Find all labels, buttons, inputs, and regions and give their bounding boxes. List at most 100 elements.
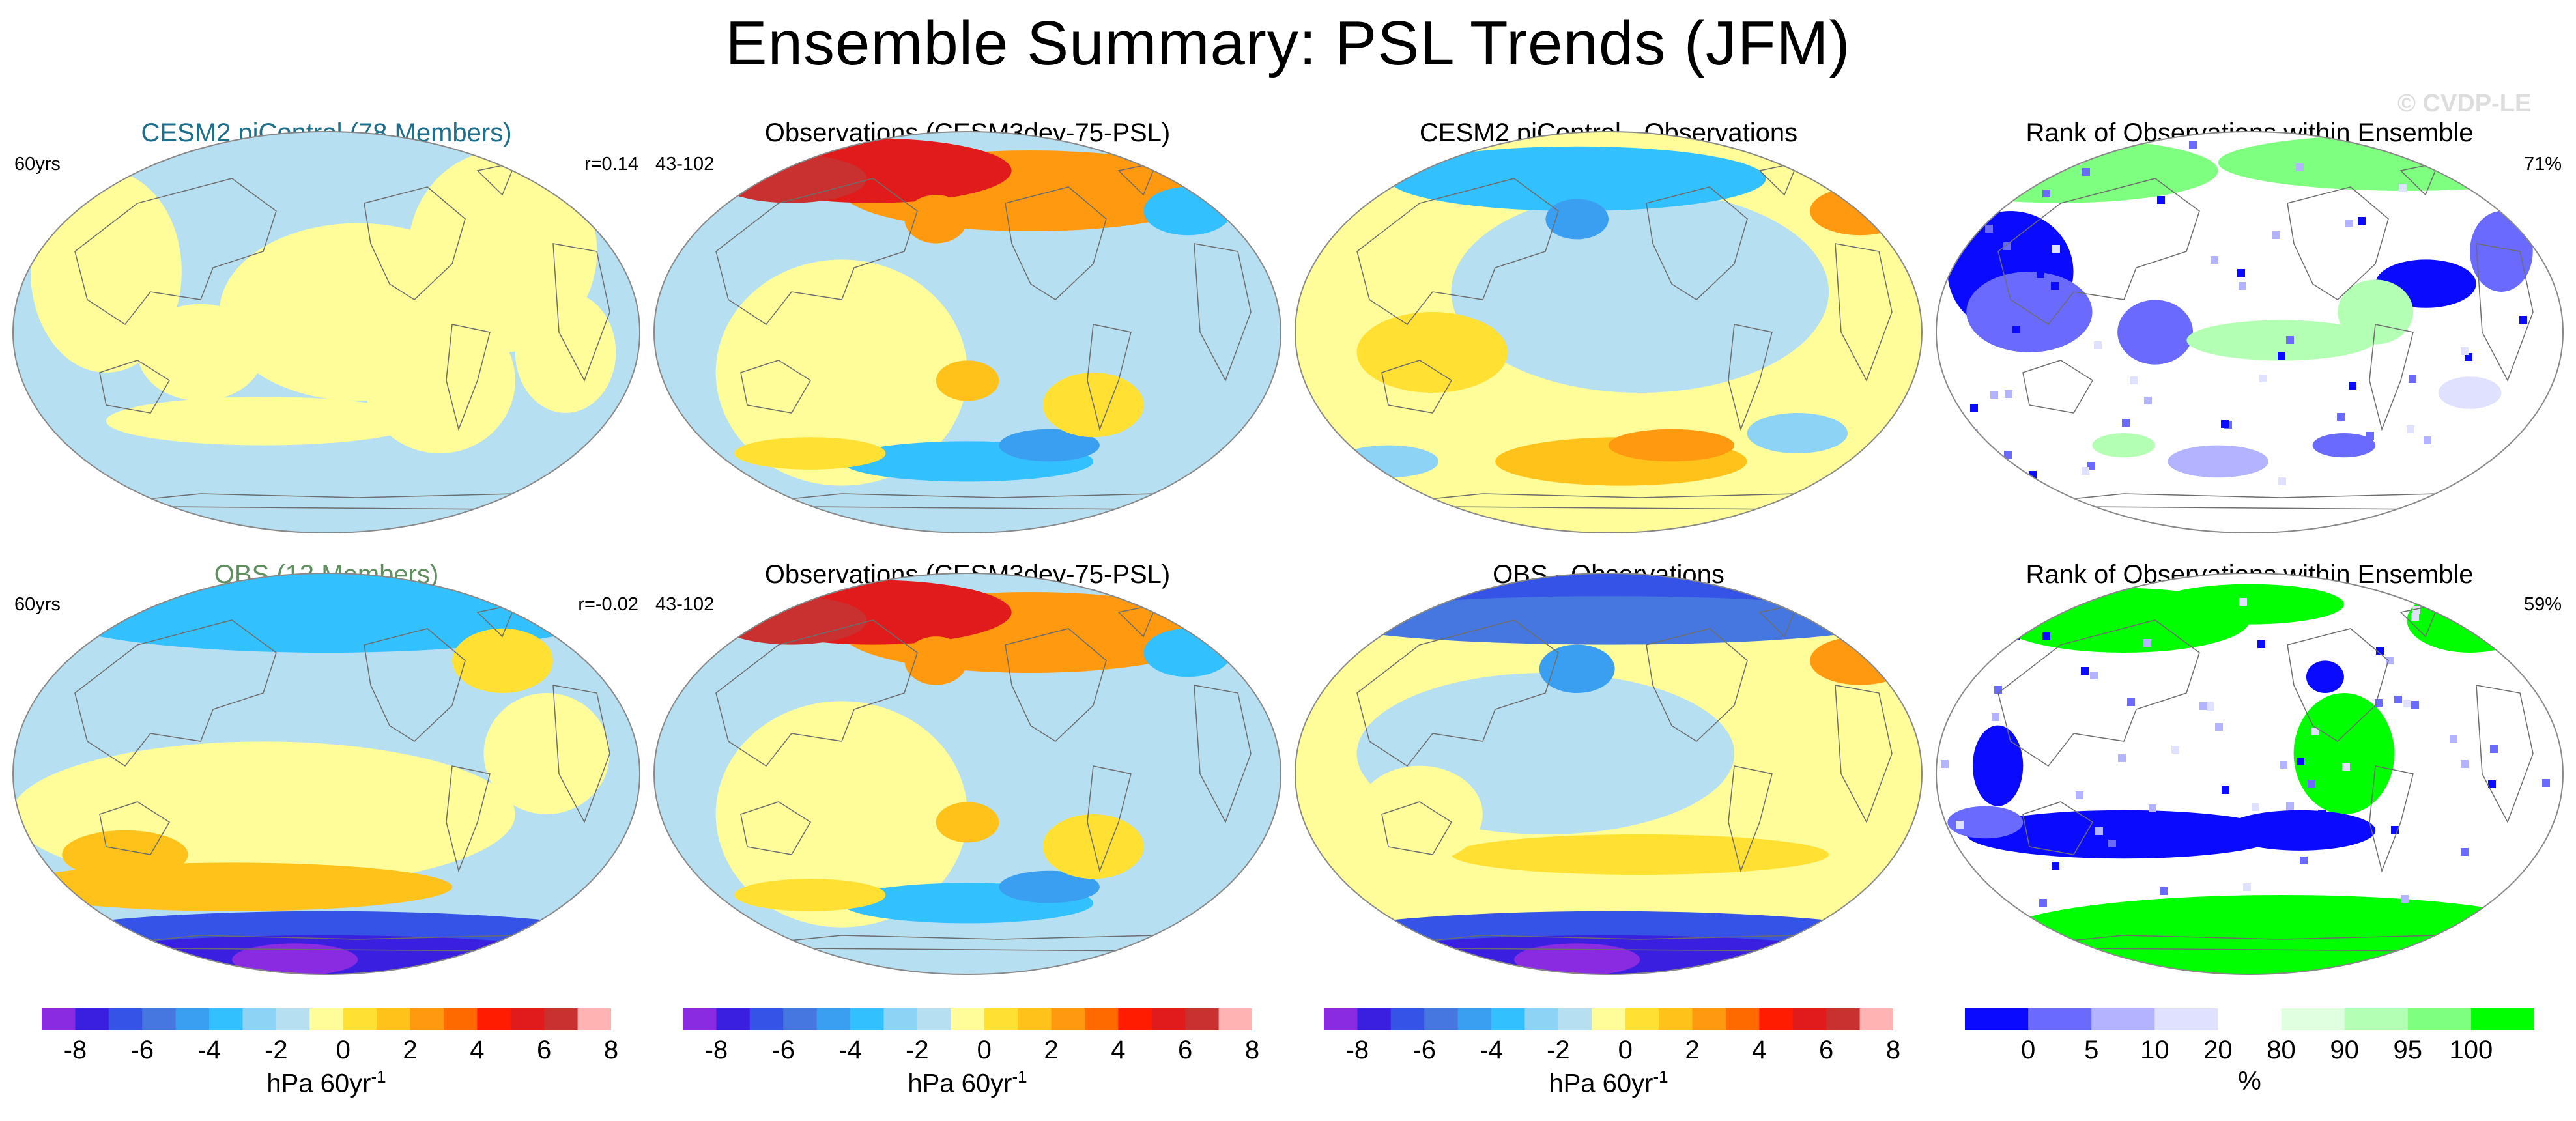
rank-cell xyxy=(2243,883,2251,891)
colorbar-swatch xyxy=(510,1008,545,1030)
rank-region xyxy=(2470,211,2533,292)
colorbar-unit-label: hPa 60yr-1 xyxy=(683,1067,1252,1098)
rank-cell xyxy=(2221,420,2229,428)
trend-contour xyxy=(1451,834,1829,875)
rank-cell xyxy=(2118,754,2126,762)
rank-cell xyxy=(2108,840,2116,847)
trend-contour xyxy=(106,397,421,446)
rank-cell xyxy=(2144,397,2152,404)
colorbar-swatch xyxy=(377,1008,411,1030)
colorbar-tick-label: -2 xyxy=(1547,1036,1570,1064)
rank-cell xyxy=(2127,698,2135,706)
rank-cell xyxy=(2399,184,2407,192)
rank-cell xyxy=(2199,702,2207,710)
colorbar-swatch xyxy=(1759,1008,1794,1030)
coastline xyxy=(476,162,517,196)
panel-left-annotation: 60yrs xyxy=(14,154,61,175)
map-outline xyxy=(1936,573,2564,975)
trend-contour xyxy=(734,437,886,470)
colorbar-swatch xyxy=(1218,1008,1252,1030)
colorbar-unit-label: % xyxy=(1965,1067,2534,1096)
colorbar-swatch xyxy=(410,1008,444,1030)
colorbar-tick-label: 0 xyxy=(977,1036,992,1064)
colorbar-swatch xyxy=(1592,1008,1626,1030)
rank-cell xyxy=(2394,696,2402,703)
rank-cell xyxy=(2519,316,2527,324)
coastline xyxy=(740,801,812,855)
colorbar-swatch xyxy=(951,1008,985,1030)
trend-contour xyxy=(1539,644,1615,694)
colorbar-tick-label: 6 xyxy=(1819,1036,1834,1064)
colorbar-tick-label: 80 xyxy=(2267,1036,2296,1064)
coastline xyxy=(715,619,918,767)
colorbar-swatch xyxy=(343,1008,377,1030)
colorbar-swatch xyxy=(1118,1008,1152,1030)
rank-cell xyxy=(2450,735,2457,743)
colorbar-swatch xyxy=(2091,1008,2155,1030)
rank-cell xyxy=(1970,429,1978,436)
rank-cell xyxy=(1985,225,1993,233)
rank-cell xyxy=(2160,347,2168,355)
rank-cell xyxy=(1997,841,2005,849)
colorbar-swatch xyxy=(984,1008,1018,1030)
colorbar-swatch xyxy=(1357,1008,1392,1030)
rank-cell xyxy=(1941,760,1949,768)
colorbar-swatch xyxy=(783,1008,818,1030)
coastline xyxy=(1194,685,1252,823)
rank-cell xyxy=(2366,432,2374,440)
colorbar-tick-label: 2 xyxy=(1685,1036,1700,1064)
rank-cell xyxy=(2358,217,2366,225)
colorbar-swatch xyxy=(816,1008,851,1030)
colorbar-tick-label: 2 xyxy=(403,1036,418,1064)
coastline xyxy=(2476,685,2534,823)
coastline xyxy=(1728,324,1773,431)
rank-cell xyxy=(2051,282,2059,290)
page-title: Ensemble Summary: PSL Trends (JFM) xyxy=(725,8,1851,78)
rank-region xyxy=(2092,433,2156,458)
trend-contour xyxy=(1356,311,1508,393)
rank-cell xyxy=(1970,404,1978,412)
map-outline xyxy=(12,573,640,975)
coastline xyxy=(364,186,466,300)
rank-region xyxy=(2155,584,2344,625)
rank-cell xyxy=(2035,220,2043,227)
trend-colorbar xyxy=(1324,1008,1893,1030)
rank-cell xyxy=(2042,632,2050,640)
rank-cell xyxy=(2297,758,2304,765)
trend-contour xyxy=(999,429,1100,462)
colorbar-tick-label: 20 xyxy=(2203,1036,2233,1064)
rank-cell xyxy=(2272,231,2280,239)
rank-cell xyxy=(2130,376,2138,384)
colorbar-swatch xyxy=(477,1008,511,1030)
coastline xyxy=(2476,243,2534,382)
trend-map xyxy=(12,131,640,533)
colorbar-swatch xyxy=(1558,1008,1592,1030)
colorbar-tick-label: -4 xyxy=(838,1036,862,1064)
panel-right-annotation: r=-0.02 xyxy=(578,594,638,615)
colorbar-tick-label: 6 xyxy=(537,1036,552,1064)
rank-region xyxy=(2438,376,2502,409)
colorbar-swatch xyxy=(2470,1008,2534,1030)
colorbar-swatch xyxy=(1625,1008,1659,1030)
trend-map xyxy=(1295,573,1923,975)
colorbar-swatch xyxy=(1424,1008,1459,1030)
rank-region xyxy=(2186,320,2376,361)
rank-region xyxy=(2312,433,2376,458)
trend-contour xyxy=(1143,186,1232,236)
rank-region xyxy=(1947,806,2024,839)
rank-cell xyxy=(2005,390,2012,398)
colorbar-tick-label: 100 xyxy=(2449,1036,2493,1064)
coastline xyxy=(99,801,171,855)
rank-cell xyxy=(2376,647,2384,655)
colorbar-unit-text: hPa 60yr xyxy=(266,1069,371,1098)
trend-contour xyxy=(483,693,610,814)
coastline xyxy=(740,360,812,414)
colorbar-unit-text: hPa 60yr xyxy=(908,1069,1012,1098)
trend-contour xyxy=(1143,628,1232,677)
coastline xyxy=(2399,162,2440,196)
coastline xyxy=(1356,178,1559,326)
colorbar-tick-label: 0 xyxy=(1618,1036,1633,1064)
rank-cell xyxy=(2171,746,2179,754)
coastline xyxy=(2399,603,2440,638)
colorbar-swatch xyxy=(42,1008,76,1030)
